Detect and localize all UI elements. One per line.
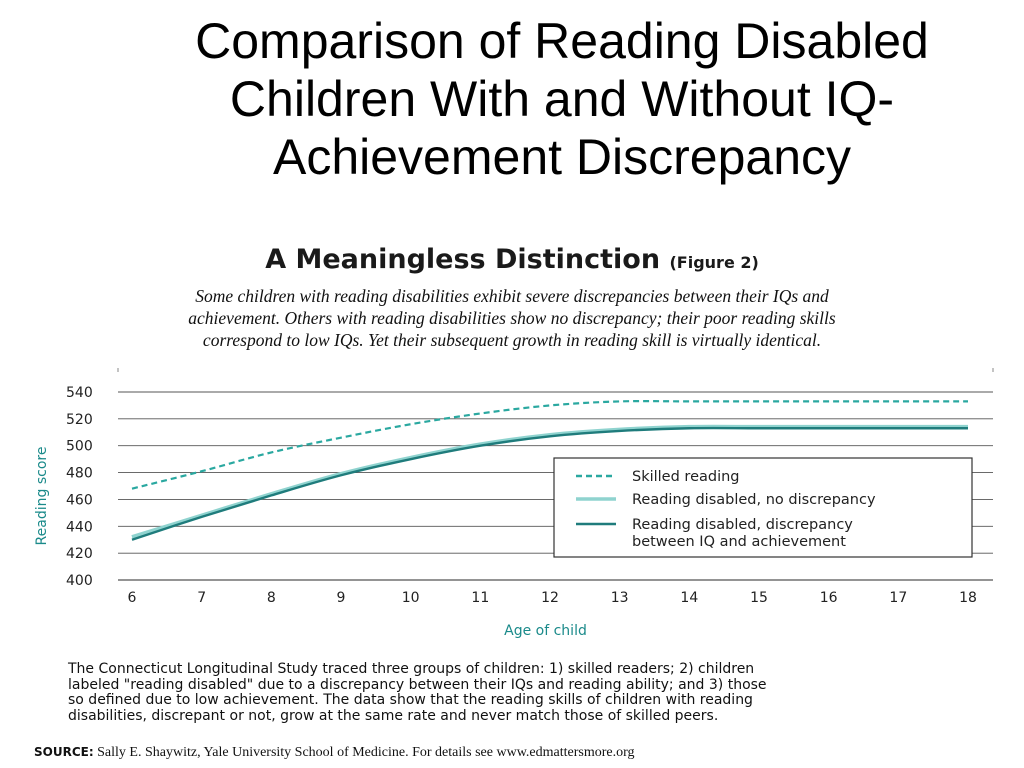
x-tick-label: 11 — [471, 590, 489, 606]
y-tick-label: 520 — [66, 412, 93, 428]
line-chart: 400 420 440 460 480 500 520 540 6 7 8 9 10 11 12 13 14 15… — [0, 360, 1024, 660]
x-tick-label: 18 — [959, 590, 977, 606]
x-tick-label: 17 — [889, 590, 907, 606]
series-line-1 — [131, 400, 968, 490]
series-line-2 — [131, 424, 968, 539]
legend-label: between IQ and achievement — [632, 534, 846, 550]
figure-ref: (Figure 2) — [669, 253, 759, 272]
y-tick-label: 420 — [66, 546, 93, 562]
x-tick-label: 13 — [611, 590, 629, 606]
slide-title-line: Children With and Without IQ- — [229, 71, 895, 127]
figure-subtitle-line: correspond to low IQs. Yet their subsequ… — [202, 330, 822, 350]
x-tick-label: 16 — [820, 590, 838, 606]
y-tick-label: 540 — [66, 385, 93, 401]
x-tick-label: 12 — [541, 590, 559, 606]
y-tick-label: 460 — [66, 492, 93, 508]
source-credit: SOURCE: Sally E. Shaywitz, Yale Universi… — [34, 745, 994, 761]
y-axis-label: Reading score — [34, 447, 50, 546]
y-tick-label: 500 — [66, 439, 93, 455]
figure-title: A Meaningless Distinction (Figure 2) — [0, 244, 1024, 275]
y-tick-label: 480 — [66, 466, 93, 482]
slide-title-line: Comparison of Reading Disabled — [195, 13, 929, 69]
x-tick-label: 10 — [402, 590, 420, 606]
figure-title-text: A Meaningless Distinction — [265, 244, 661, 275]
series-line-3 — [131, 426, 968, 541]
slide-title: Comparison of Reading Disabled Children … — [100, 12, 1024, 186]
caption-line: disabilities, discrepant or not, grow at… — [68, 707, 719, 724]
y-tick-label: 400 — [66, 573, 93, 589]
figure-subtitle-line: achievement. Others with reading disabil… — [188, 308, 836, 328]
legend-label: Reading disabled, no discrepancy — [632, 492, 876, 508]
x-tick-label: 7 — [197, 590, 206, 606]
source-label: SOURCE: — [34, 745, 94, 759]
y-tick-label: 440 — [66, 519, 93, 535]
source-text: Sally E. Shaywitz, Yale University Schoo… — [97, 745, 635, 760]
chart-svg: 400 420 440 460 480 500 520 540 6 7 8 9 10 11 12 13 14 15… — [34, 368, 994, 639]
x-tick-label: 14 — [680, 590, 698, 606]
slide-title-line: Achievement Discrepancy — [272, 129, 852, 185]
caption-line: so defined due to low achievement. The d… — [68, 692, 753, 708]
caption-line: The Connecticut Longitudinal Study trace… — [68, 661, 755, 677]
x-tick-label: 15 — [750, 590, 768, 606]
legend-box — [553, 457, 973, 558]
x-tick-label: 9 — [337, 590, 346, 606]
legend-label: Skilled reading — [632, 469, 740, 485]
figure-caption: The Connecticut Longitudinal Study trace… — [68, 661, 1008, 724]
figure-subtitle: Some children with reading disabilities … — [40, 285, 984, 351]
x-axis-label: Age of child — [504, 623, 587, 639]
legend-label: Reading disabled, discrepancy — [632, 517, 853, 533]
x-tick-label: 6 — [128, 590, 137, 606]
caption-line: labeled "reading disabled" due to a disc… — [68, 676, 767, 693]
figure-subtitle-line: Some children with reading disabilities … — [195, 286, 829, 306]
x-tick-label: 8 — [267, 590, 276, 606]
